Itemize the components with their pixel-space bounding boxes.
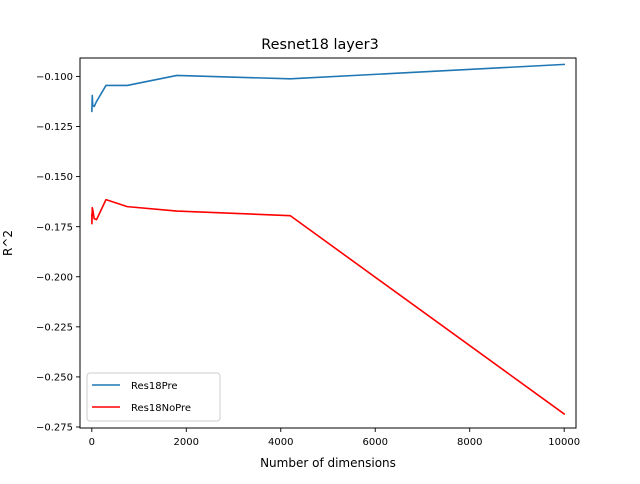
legend-label-0: Res18Pre — [131, 381, 177, 392]
y-tick-label-1: −0.125 — [36, 122, 73, 133]
chart-title: Resnet18 layer3 — [261, 37, 378, 53]
y-tick-label-5: −0.225 — [36, 322, 73, 333]
series-line-1 — [91, 198, 566, 416]
y-axis-label: R^2 — [1, 230, 15, 256]
y-tick-label-4: −0.200 — [36, 272, 73, 283]
y-tick-label-7: −0.275 — [36, 423, 73, 434]
legend-box — [86, 372, 221, 422]
x-tick-label-4: 8000 — [457, 437, 482, 448]
x-tick-label-2: 4000 — [268, 437, 293, 448]
x-tick-label-5: 10000 — [548, 437, 580, 448]
plot-area — [91, 63, 566, 416]
y-tick-label-0: −0.100 — [36, 72, 73, 83]
y-tick-label-6: −0.250 — [36, 373, 73, 384]
x-tick-label-1: 2000 — [174, 437, 199, 448]
x-tick-label-0: 0 — [89, 437, 95, 448]
x-tick-label-3: 6000 — [363, 437, 388, 448]
y-axis: −0.100 −0.125 −0.150 −0.175 −0.200 −0.225 −0.2… — [36, 72, 80, 434]
legend: Res18Pre Res18NoPre — [86, 372, 221, 422]
plot-frame — [79, 57, 577, 429]
legend-label-1: Res18NoPre — [131, 403, 191, 414]
series-line-0 — [91, 63, 566, 113]
y-tick-label-3: −0.175 — [36, 222, 73, 233]
x-axis-label: Number of dimensions — [260, 456, 396, 470]
x-axis: 0 2000 4000 6000 8000 10000 — [89, 428, 580, 448]
y-tick-label-2: −0.150 — [36, 172, 73, 183]
